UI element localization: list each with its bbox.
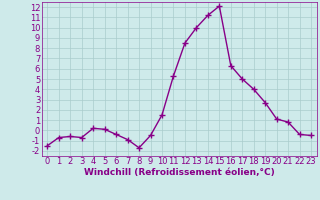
X-axis label: Windchill (Refroidissement éolien,°C): Windchill (Refroidissement éolien,°C): [84, 168, 275, 177]
